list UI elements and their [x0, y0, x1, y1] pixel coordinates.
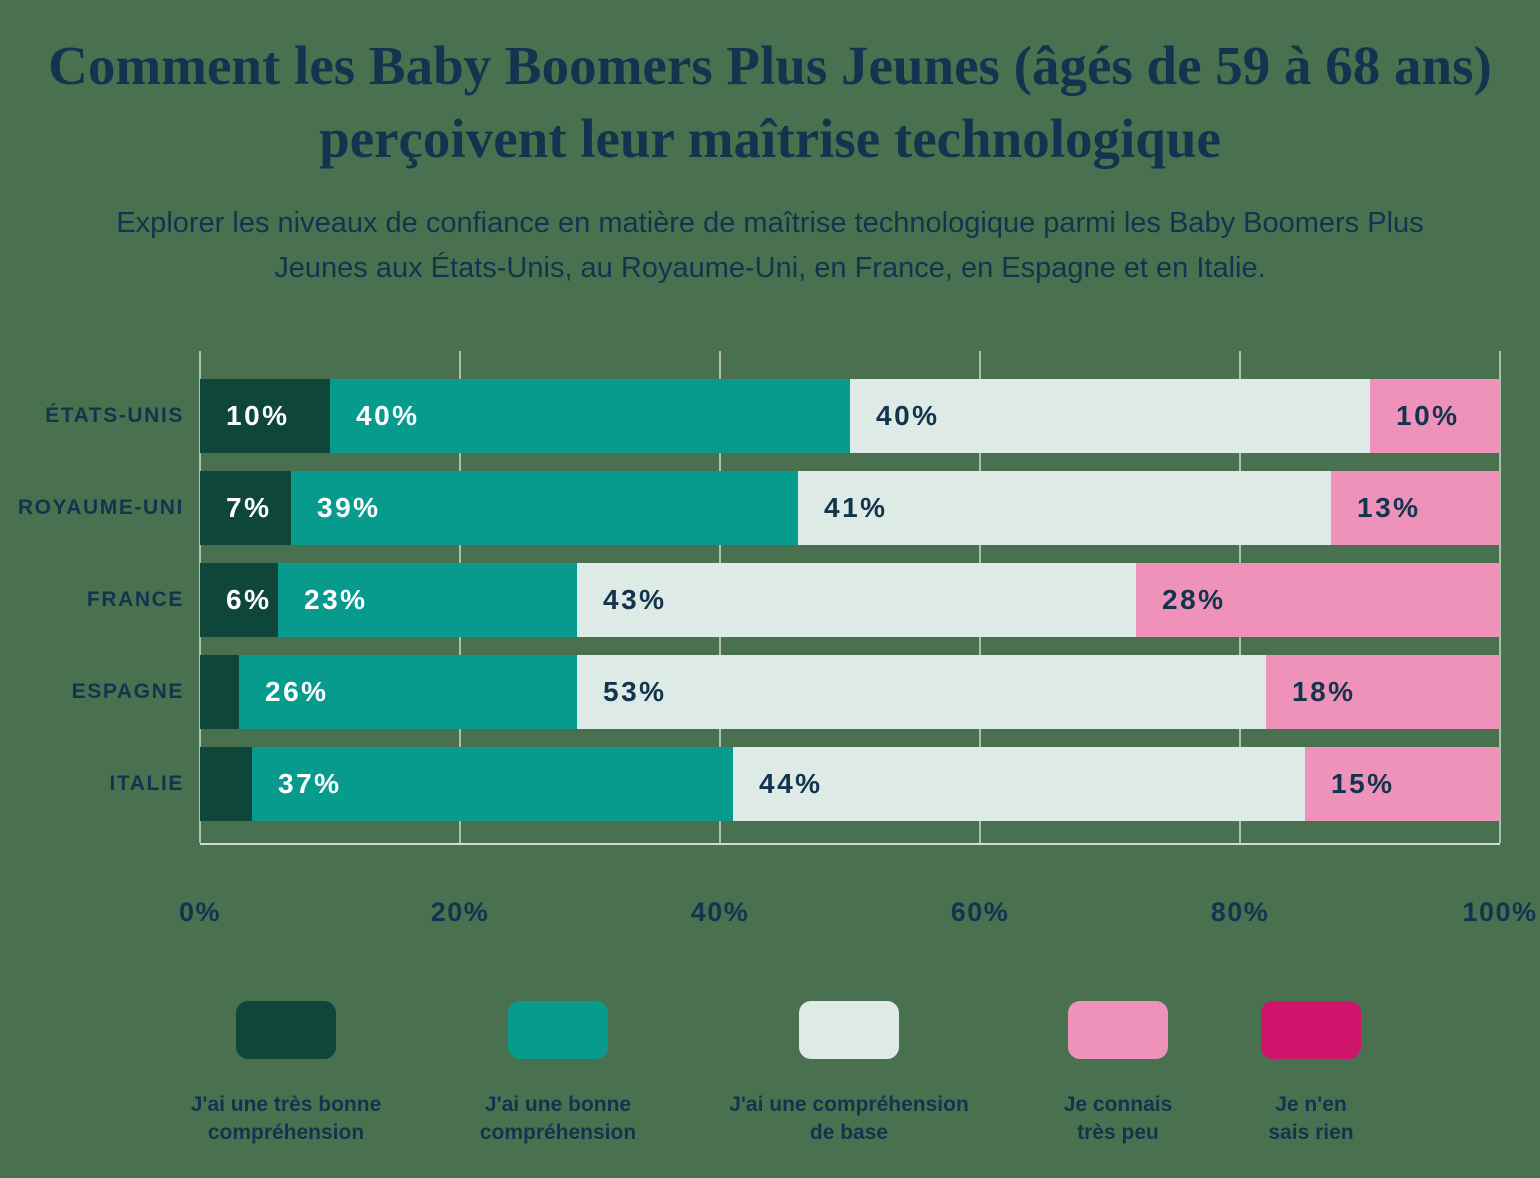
page-title: Comment les Baby Boomers Plus Jeunes (âg… [48, 35, 1492, 169]
bar-value-label: 18% [1292, 676, 1356, 708]
bar-segment: 40% [330, 379, 850, 454]
axis-tick-label: 20% [430, 897, 490, 928]
bar-segment: 28% [1136, 563, 1500, 638]
bar-segment: 15% [1305, 747, 1500, 822]
bar-segment: 10% [200, 379, 330, 454]
x-axis: 0% 20% 40% 60% 80% 100% [179, 897, 1536, 937]
legend-label: J'ai une compréhension de base [729, 1093, 969, 1145]
bar-value-label: 28% [1162, 584, 1226, 616]
legend-label: Je n'en sais rien [1268, 1093, 1354, 1145]
bar-value-label: 40% [876, 400, 940, 432]
bar-segment: 26% [239, 655, 577, 730]
bar-row: FRANCE 6% 23% 43% 28% [87, 563, 1500, 638]
axis-tick-label: 40% [690, 897, 750, 928]
legend: J'ai une très bonne compréhension J'ai un… [0, 1001, 1540, 1148]
bar-value-label: 15% [1331, 768, 1395, 800]
axis-tick-label: 60% [950, 897, 1010, 928]
bar-segment: 53% [577, 655, 1266, 730]
bar-row: ITALIE 37% 44% 15% [109, 747, 1500, 822]
bar-value-label: 6% [226, 584, 272, 616]
bar-value-label: 26% [265, 676, 329, 708]
bar-segment: 18% [1266, 655, 1500, 730]
row-label: FRANCE [86, 588, 184, 612]
page-subtitle: Explorer les niveaux de confiance en mat… [116, 207, 1424, 285]
bar-value-label: 10% [226, 400, 290, 432]
chart: ÉTATS-UNIS 10% 40% 40% 10% ROYAUME-UNI 7% 39% 41… [0, 351, 1540, 937]
row-label: ESPAGNE [71, 680, 184, 704]
bar-segment: 23% [278, 563, 577, 638]
legend-label: J'ai une très bonne compréhension [190, 1093, 382, 1145]
bar-segment: 39% [291, 471, 798, 546]
legend-item: J'ai une compréhension de base [722, 1001, 976, 1148]
gridline [1499, 351, 1501, 844]
bar-segment: 6% [200, 563, 278, 638]
legend-swatch [1068, 1001, 1168, 1060]
axis-tick-label: 100% [1462, 897, 1538, 928]
row-label: ITALIE [109, 772, 184, 796]
bar-segment: 40% [850, 379, 1370, 454]
bar-value-label: 7% [226, 492, 272, 524]
row-label: ROYAUME-UNI [17, 496, 184, 520]
legend-item: J'ai une bonne compréhension [472, 1001, 644, 1148]
row-label: ÉTATS-UNIS [45, 404, 184, 428]
bar-value-label: 53% [603, 676, 667, 708]
legend-swatch [1261, 1001, 1361, 1060]
legend-item: J'ai une très bonne compréhension [178, 1001, 394, 1148]
bar-row: ROYAUME-UNI 7% 39% 41% 13% [18, 471, 1500, 546]
bar-segment [200, 747, 252, 822]
bar-segment: 43% [577, 563, 1136, 638]
bar-segment: 10% [1370, 379, 1500, 454]
bar-value-label: 44% [759, 768, 823, 800]
bar-rows: ÉTATS-UNIS 10% 40% 40% 10% ROYAUME-UNI 7% 39% 41… [18, 379, 1500, 822]
bar-value-label: 40% [356, 400, 420, 432]
legend-swatch [508, 1001, 608, 1060]
legend-label: J'ai une bonne compréhension [479, 1093, 637, 1145]
bar-value-label: 43% [603, 584, 667, 616]
bar-value-label: 13% [1357, 492, 1421, 524]
legend-label: Je connais très peu [1063, 1093, 1173, 1145]
bar-value-label: 37% [278, 768, 342, 800]
axis-tick-label: 80% [1210, 897, 1270, 928]
plot-area: ÉTATS-UNIS 10% 40% 40% 10% ROYAUME-UNI 7% 39% 41… [18, 351, 1501, 846]
bar-segment: 37% [252, 747, 733, 822]
bar-segment: 13% [1331, 471, 1500, 546]
axis-tick-label: 0% [178, 897, 222, 928]
bar-value-label: 39% [317, 492, 381, 524]
legend-swatch [236, 1001, 336, 1060]
bar-segment: 44% [733, 747, 1305, 822]
bar-row: ÉTATS-UNIS 10% 40% 40% 10% [45, 379, 1500, 454]
bar-value-label: 23% [304, 584, 368, 616]
legend-item: Je n'en sais rien [1260, 1001, 1362, 1148]
bar-value-label: 10% [1396, 400, 1460, 432]
bar-row: ESPAGNE 26% 53% 18% [72, 655, 1500, 730]
bar-segment: 7% [200, 471, 291, 546]
bar-segment: 41% [798, 471, 1331, 546]
legend-swatch [799, 1001, 899, 1060]
legend-item: Je connais très peu [1054, 1001, 1182, 1148]
bar-value-label: 41% [824, 492, 888, 524]
bar-segment [200, 655, 239, 730]
